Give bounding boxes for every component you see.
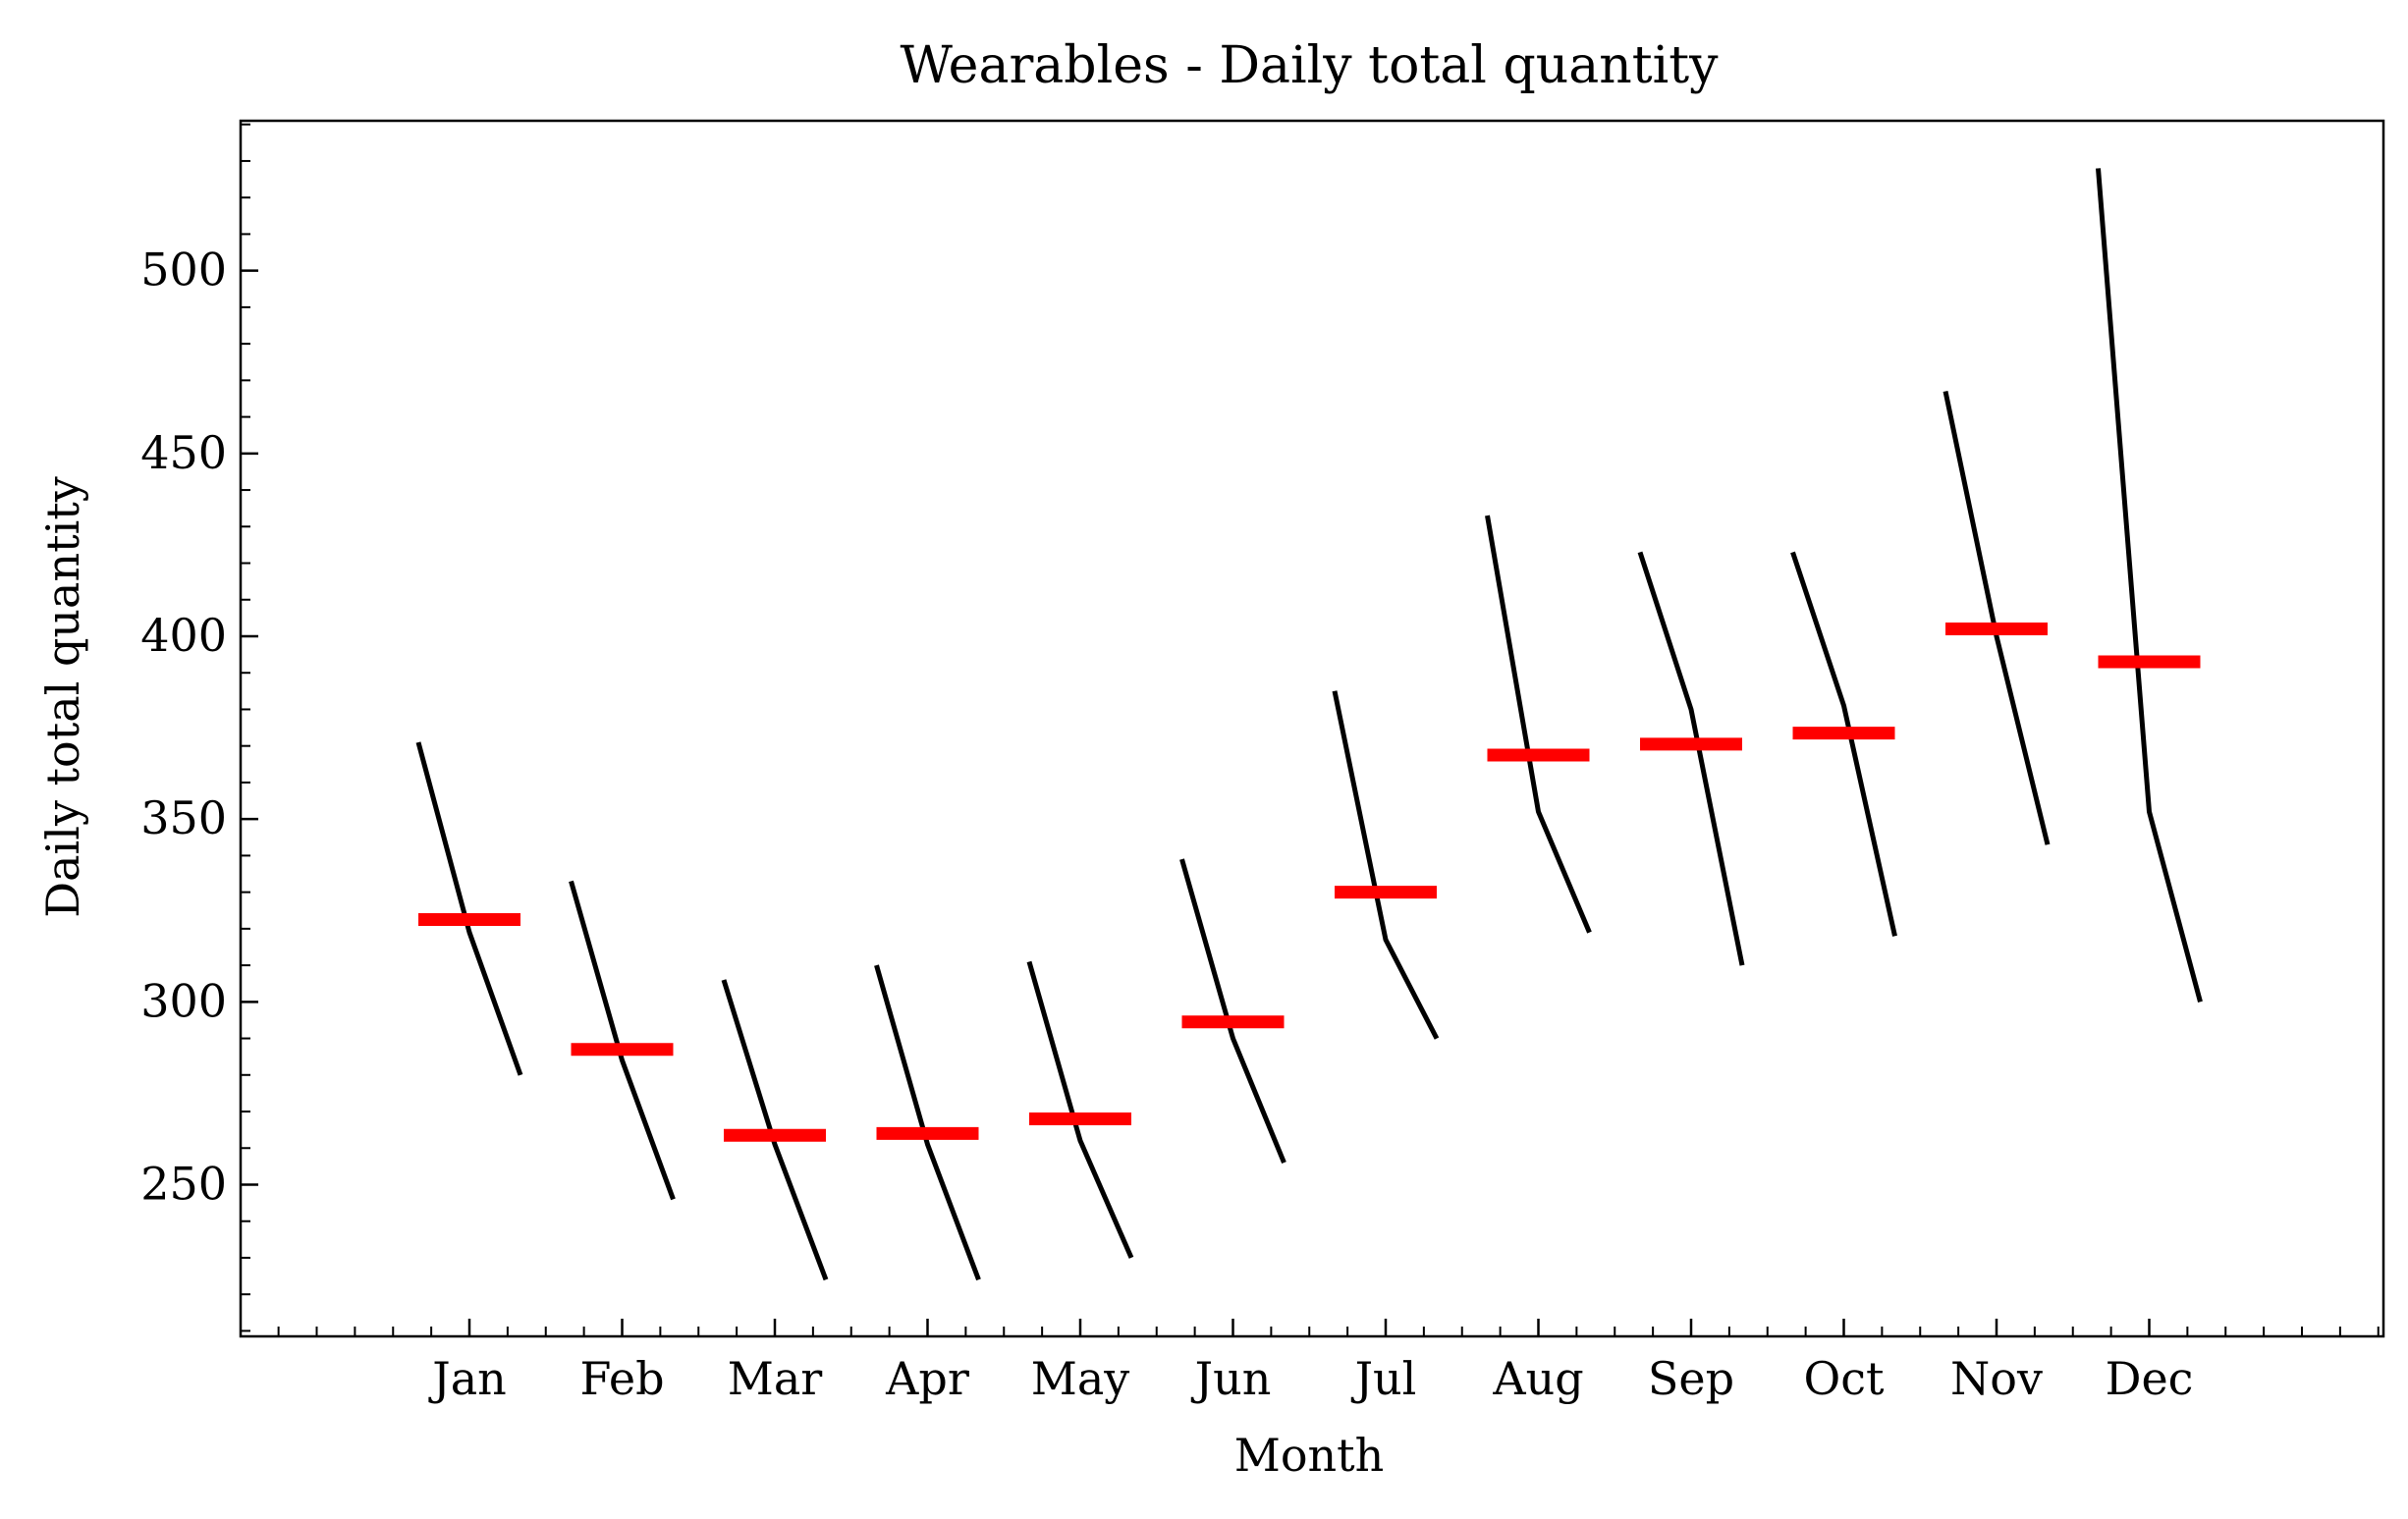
x-axis-label: Month — [1234, 1429, 1385, 1482]
y-tick-label: 300 — [140, 974, 227, 1027]
subseries-line-jan — [415, 741, 523, 1076]
y-tick-label: 400 — [140, 609, 227, 662]
subseries-line-dec — [2096, 168, 2203, 1003]
subseries-line-may — [1026, 960, 1134, 1259]
subseries-line-sep — [1637, 551, 1745, 966]
y-tick-label: 350 — [140, 791, 227, 844]
y-tick-label: 450 — [140, 426, 227, 479]
axis-ticks: 250 300 350 400 450 500 Jan Feb Mar Apr May Jun Jul A… — [140, 123, 2380, 1405]
plot-frame — [239, 119, 2385, 1338]
x-tick-label: Jan — [428, 1352, 507, 1405]
x-tick-label: Aug — [1492, 1352, 1583, 1405]
x-tick-label: May — [1031, 1352, 1130, 1405]
x-tick-label: Sep — [1648, 1352, 1734, 1405]
subseries-line-mar — [721, 979, 829, 1281]
x-tick-label: Jul — [1351, 1352, 1417, 1405]
x-tick-label: Feb — [579, 1352, 664, 1405]
subseries-line-jun — [1179, 858, 1286, 1165]
subseries-line-aug — [1485, 515, 1592, 934]
subseries-line-nov — [1943, 390, 2051, 845]
x-tick-label: Oct — [1804, 1352, 1885, 1405]
y-axis-label: Daily total quantity — [36, 476, 89, 918]
y-tick-label: 500 — [140, 244, 227, 297]
subseries-line-jul — [1332, 690, 1440, 1040]
x-tick-label: Dec — [2106, 1352, 2194, 1405]
chart-title: Wearables - Daily total quantity — [900, 36, 1719, 95]
x-tick-label: Jun — [1191, 1352, 1272, 1405]
plot-marks — [415, 168, 2203, 1281]
x-tick-label: Mar — [728, 1352, 823, 1405]
subseries-line-apr — [874, 964, 981, 1281]
x-tick-label: Nov — [1950, 1352, 2043, 1405]
subseries-line-feb — [569, 880, 676, 1201]
y-tick-label: 250 — [140, 1157, 227, 1210]
subseries-line-oct — [1790, 551, 1897, 937]
x-tick-label: Apr — [885, 1352, 969, 1405]
